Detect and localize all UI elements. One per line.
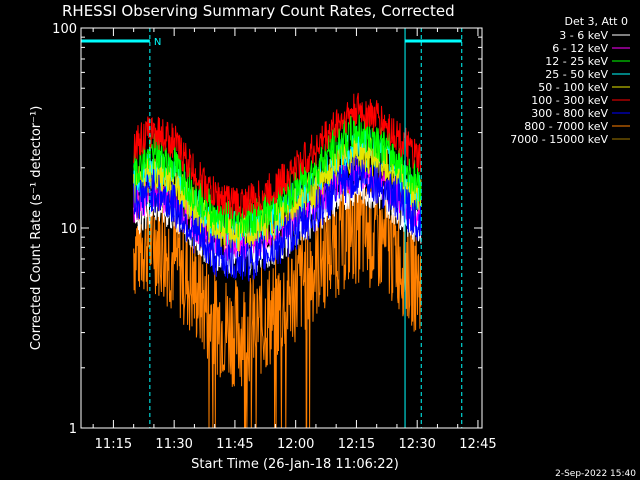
footer-date: 2-Sep-2022 15:40	[555, 469, 636, 479]
chart-title: RHESSI Observing Summary Count Rates, Co…	[62, 2, 455, 20]
series-line-6	[133, 157, 422, 282]
x-tick-label: 11:30	[155, 437, 192, 452]
legend-label: 12 - 25 keV	[545, 55, 608, 68]
legend-header: Det 3, Att 0	[565, 15, 629, 28]
series-layer	[133, 92, 422, 429]
x-tick-label: 11:45	[216, 437, 253, 452]
axes-layer: 1 10 100 11:15 11:30 11:45 12:00 12:15 12:30 12:4…	[52, 22, 497, 452]
series-line-7	[133, 174, 422, 429]
y-axis-label: Corrected Count Rate (s⁻¹ detector⁻¹)	[29, 106, 44, 351]
legend-label: 25 - 50 keV	[545, 68, 608, 81]
series-line-5	[133, 92, 422, 220]
x-tick-label: 12:45	[459, 437, 496, 452]
legend-label: 6 - 12 keV	[552, 42, 608, 55]
x-tick-label: 11:15	[95, 437, 132, 452]
x-axis-label: Start Time (26-Jan-18 11:06:22)	[191, 457, 399, 472]
night-marker: N	[154, 37, 161, 48]
legend-label: 100 - 300 keV	[531, 94, 608, 107]
legend-label: 800 - 7000 keV	[524, 120, 608, 133]
legend-label: 3 - 6 keV	[559, 29, 608, 42]
x-tick-label: 12:30	[398, 437, 435, 452]
y-tick-label: 10	[60, 222, 77, 237]
legend-label: 50 - 100 keV	[538, 81, 608, 94]
x-tick-label: 12:00	[277, 437, 314, 452]
y-tick-label: 100	[52, 22, 77, 37]
legend-label: 300 - 800 keV	[531, 107, 608, 120]
legend-label: 7000 - 15000 keV	[510, 133, 608, 146]
series-line-2	[133, 111, 422, 238]
x-tick-label: 12:15	[338, 437, 375, 452]
y-tick-label: 1	[69, 422, 77, 437]
